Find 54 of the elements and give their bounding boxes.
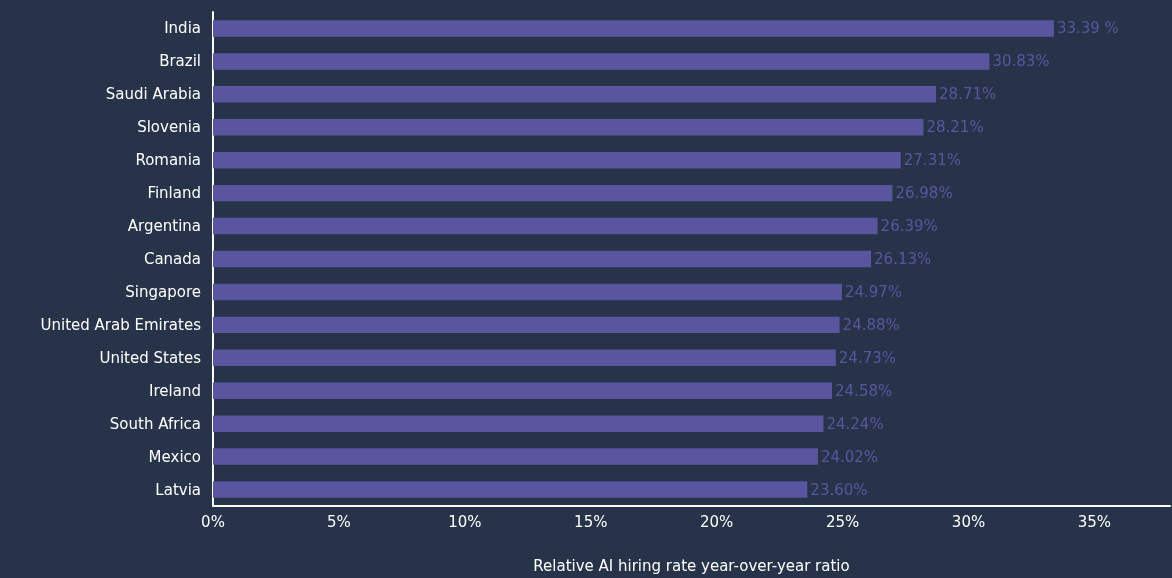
data-label: 24.73% xyxy=(838,348,897,367)
bar xyxy=(213,283,842,301)
x-axis-title: Relative AI hiring rate year-over-year ratio xyxy=(533,556,850,575)
bar xyxy=(213,316,840,334)
bar xyxy=(213,20,1054,37)
y-tick-label: Ireland xyxy=(149,381,201,400)
bar xyxy=(213,119,924,136)
y-tick-label: Latvia xyxy=(155,480,201,499)
data-label: 30.83% xyxy=(992,52,1050,71)
bar xyxy=(213,53,990,70)
y-tick-label: Argentina xyxy=(127,217,201,236)
y-tick-label: Brazil xyxy=(159,52,201,71)
x-tick-label: 35% xyxy=(1077,512,1112,531)
x-tick-label: 0% xyxy=(201,512,225,531)
data-label: 24.24% xyxy=(826,414,884,433)
x-tick-label: 30% xyxy=(951,512,986,531)
y-tick-label: Finland xyxy=(147,184,201,203)
data-label: 24.88% xyxy=(842,315,900,334)
x-tick-label: 20% xyxy=(700,512,734,531)
y-tick-label: United States xyxy=(99,348,202,367)
y-tick-label: Romania xyxy=(135,151,201,170)
x-tick-label: 5% xyxy=(327,512,351,531)
data-label: 24.97% xyxy=(844,282,903,301)
y-tick-label: Saudi Arabia xyxy=(105,85,201,104)
data-label: 24.58% xyxy=(835,381,893,400)
y-tick-label: South Africa xyxy=(109,414,201,433)
bar xyxy=(213,217,878,235)
bar xyxy=(213,382,833,399)
data-label: 23.60% xyxy=(810,480,868,499)
bar xyxy=(213,250,872,268)
data-label: 28.71% xyxy=(939,85,997,104)
x-tick-label: 15% xyxy=(574,512,608,531)
y-tick-label: Mexico xyxy=(148,447,201,466)
y-tick-label: Canada xyxy=(143,250,201,268)
bar xyxy=(213,151,901,169)
data-label: 33.39 % xyxy=(1056,19,1119,38)
y-tick-label: India xyxy=(164,19,201,38)
y-tick-label: Singapore xyxy=(125,282,201,301)
bar xyxy=(213,184,893,202)
bar xyxy=(213,481,808,498)
data-label: 26.39% xyxy=(880,217,938,236)
data-label: 26.98% xyxy=(895,184,953,203)
x-tick-label: 25% xyxy=(825,512,860,531)
x-tick-label: 10% xyxy=(448,512,482,531)
bar xyxy=(213,349,836,367)
bar xyxy=(213,448,818,465)
bar xyxy=(213,86,937,103)
data-label: 24.02% xyxy=(820,447,879,466)
y-tick-label: United Arab Emirates xyxy=(40,315,202,334)
data-label: 26.13% xyxy=(874,250,932,268)
data-label: 27.31% xyxy=(903,151,961,170)
data-label: 28.21% xyxy=(926,118,984,137)
y-tick-label: Slovenia xyxy=(137,118,201,137)
bar xyxy=(213,415,824,432)
